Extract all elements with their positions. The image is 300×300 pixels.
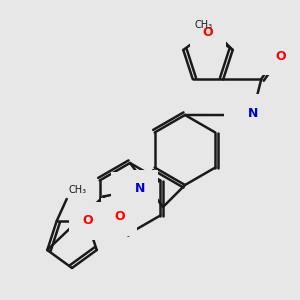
Text: O: O bbox=[203, 26, 213, 38]
Text: CH₃: CH₃ bbox=[69, 185, 87, 195]
Text: N: N bbox=[248, 106, 259, 119]
Text: H: H bbox=[122, 184, 130, 194]
Text: CH₃: CH₃ bbox=[195, 20, 213, 30]
Text: O: O bbox=[82, 214, 93, 227]
Text: H: H bbox=[235, 108, 244, 118]
Text: O: O bbox=[275, 50, 286, 62]
Text: O: O bbox=[114, 210, 124, 223]
Text: N: N bbox=[135, 182, 146, 195]
